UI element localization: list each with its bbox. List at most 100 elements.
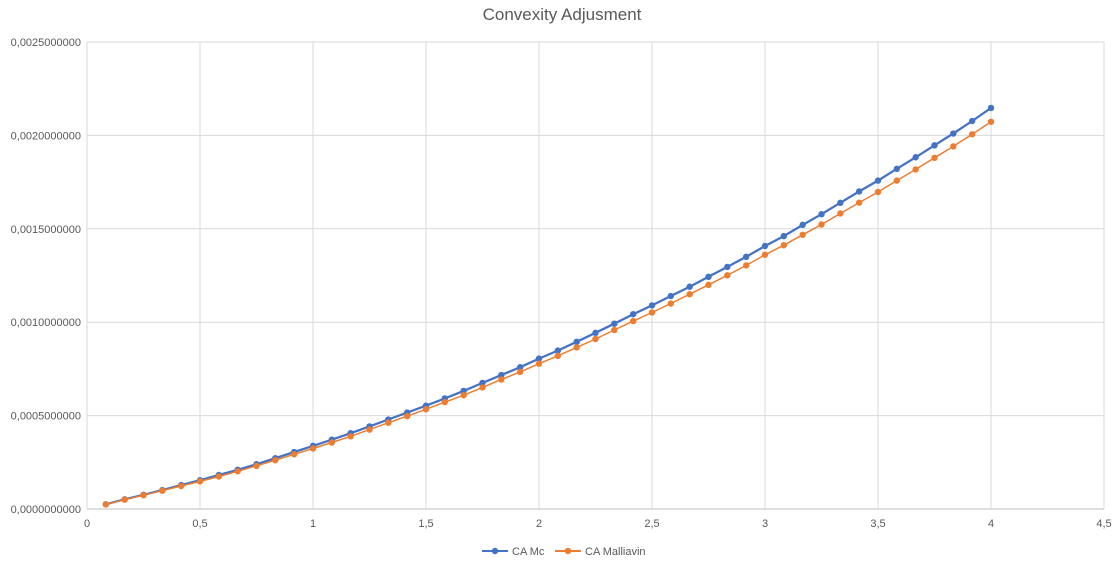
legend-item: CA Malliavin	[555, 546, 646, 558]
data-point	[535, 360, 543, 367]
y-tick-labels: 0,0000000000 0,0005000000 0,0010000000 0,00…	[11, 37, 81, 516]
data-point	[234, 468, 241, 475]
data-point	[799, 231, 806, 238]
grid-layer	[86, 41, 1105, 510]
data-point	[648, 309, 656, 316]
legend-label: CA Mc	[512, 546, 545, 558]
x-tick-labels: 0 0,5 1 1,5 2 2,5 3 3,5 4 4,5	[84, 518, 1112, 530]
data-point	[855, 188, 863, 195]
x-tick-label: 1,5	[418, 518, 433, 530]
data-point	[290, 451, 298, 458]
data-point	[159, 487, 166, 494]
data-point	[215, 473, 223, 480]
legend: CA Mc CA Malliavin	[482, 546, 646, 558]
data-point	[648, 302, 656, 309]
data-point	[893, 165, 901, 173]
data-point	[742, 262, 750, 269]
data-point	[629, 310, 637, 318]
x-tick-label: 3,5	[870, 518, 885, 530]
data-point	[968, 131, 976, 138]
data-point	[102, 501, 110, 508]
data-point	[950, 143, 957, 150]
data-point	[705, 281, 712, 289]
x-tick-label: 4	[988, 518, 994, 530]
data-point	[347, 433, 354, 440]
series-ca-mc	[102, 104, 995, 508]
data-point	[931, 154, 938, 162]
y-tick-label: 0,0025000000	[11, 37, 81, 49]
legend-label: CA Malliavin	[585, 546, 646, 558]
data-point	[121, 496, 128, 503]
data-point	[931, 142, 938, 149]
data-point	[554, 347, 562, 354]
data-point	[573, 338, 580, 346]
chart-title: Convexity Adjusment	[483, 5, 642, 24]
data-point	[799, 221, 806, 229]
data-point	[667, 292, 675, 300]
data-point	[742, 253, 750, 261]
data-point	[912, 154, 919, 161]
data-point	[705, 273, 712, 281]
data-point	[498, 376, 505, 383]
data-point	[196, 478, 204, 485]
data-point	[818, 211, 825, 218]
data-point	[724, 263, 731, 271]
data-point	[441, 398, 449, 406]
data-point	[686, 283, 693, 290]
series-ca-malliavin	[102, 118, 995, 508]
data-point	[573, 344, 580, 351]
series-line	[105, 106, 992, 506]
data-point	[837, 210, 844, 217]
data-point	[309, 445, 317, 452]
data-point	[874, 188, 882, 196]
x-tick-label: 0	[84, 518, 90, 530]
data-point	[498, 371, 505, 379]
y-tick-label: 0,0020000000	[11, 130, 81, 142]
data-point	[629, 317, 637, 325]
data-point	[667, 300, 675, 307]
data-point	[987, 118, 995, 125]
data-point	[253, 462, 260, 470]
data-point	[140, 491, 147, 499]
data-point	[479, 379, 486, 387]
data-point	[912, 166, 919, 173]
data-point	[592, 335, 599, 343]
data-point	[177, 482, 185, 490]
y-tick-label: 0,0000000000	[11, 504, 81, 516]
data-point	[837, 199, 844, 207]
data-point	[987, 104, 995, 112]
data-point	[874, 177, 882, 184]
x-tick-label: 1	[310, 518, 316, 530]
data-point	[611, 320, 618, 327]
data-point	[968, 117, 976, 125]
data-point	[328, 439, 336, 446]
y-tick-label: 0,0005000000	[11, 411, 81, 423]
data-point	[893, 177, 901, 184]
data-point	[422, 406, 430, 413]
data-point	[592, 329, 599, 337]
data-point	[535, 355, 543, 362]
data-point	[761, 242, 769, 250]
series-layer	[102, 104, 995, 508]
data-point	[611, 326, 618, 334]
data-point	[403, 412, 411, 420]
data-point	[516, 364, 524, 371]
data-point	[724, 272, 731, 279]
series-line	[105, 121, 992, 506]
x-tick-label: 3	[762, 518, 768, 530]
y-tick-label: 0,0010000000	[11, 317, 81, 329]
legend-point-marker	[491, 547, 499, 555]
data-point	[818, 221, 825, 228]
data-point	[272, 457, 279, 464]
data-point	[686, 290, 693, 298]
data-point	[366, 426, 373, 433]
data-point	[780, 242, 788, 249]
x-tick-label: 2,5	[644, 518, 659, 530]
data-point	[554, 352, 562, 360]
legend-item: CA Mc	[482, 546, 545, 558]
x-tick-label: 4,5	[1096, 518, 1111, 530]
data-point	[479, 384, 486, 391]
legend-point-marker	[564, 547, 572, 555]
